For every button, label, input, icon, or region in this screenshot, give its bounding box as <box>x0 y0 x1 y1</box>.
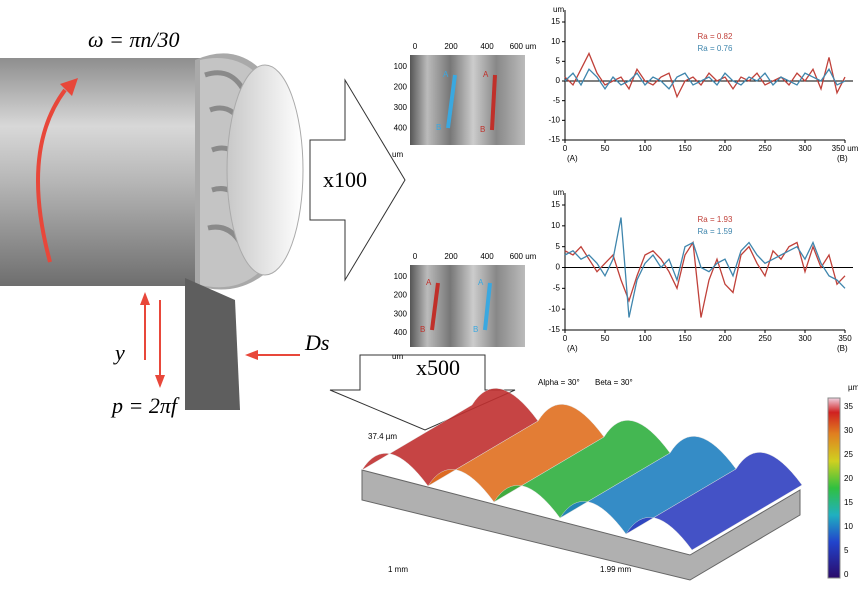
micrograph-y-label: 300 <box>394 103 408 112</box>
y-tick-label: 10 <box>551 221 560 230</box>
ra-annotation: Ra = 0.76 <box>698 44 733 53</box>
micrograph <box>410 55 525 145</box>
x-tick-label: 300 <box>798 334 812 343</box>
width2-label: 1.99 mm <box>600 565 631 574</box>
x-tick-label: 250 <box>758 144 772 153</box>
y-unit: um <box>553 5 564 14</box>
x-tick-label: 300 <box>798 144 812 153</box>
micrograph-x-label: 600 um <box>510 42 537 51</box>
omega-label: ω = πn/30 <box>88 27 180 52</box>
y-tick-label: 5 <box>556 242 561 251</box>
y-tick-label: -10 <box>548 115 560 124</box>
micrograph-unit: um <box>392 352 403 361</box>
y-tick-label: 0 <box>556 76 561 85</box>
x100-label: x100 <box>323 167 367 192</box>
figure: ω = πn/30 y p = 2πf Ds x100 x500 0200400… <box>0 0 858 593</box>
x-tick-label: 100 <box>638 334 652 343</box>
micrograph-x-label: 0 <box>413 42 418 51</box>
colorbar <box>828 398 840 578</box>
colorbar-tick: 15 <box>844 498 853 507</box>
colorbar-tick: 5 <box>844 546 849 555</box>
micrograph-unit: um <box>392 150 403 159</box>
x-tick-label: 350 <box>838 334 852 343</box>
line-bottom-label: B <box>480 125 485 134</box>
micrograph-y-label: 100 <box>394 62 408 71</box>
colorbar-unit: µm <box>848 383 858 392</box>
x-tick-label: 150 <box>678 334 692 343</box>
x-tick-label: 200 <box>718 334 732 343</box>
micrograph-y-label: 300 <box>394 309 408 318</box>
y-label: y <box>113 340 125 365</box>
micrograph-y-label: 200 <box>394 83 408 92</box>
y-tick-label: 5 <box>556 56 561 65</box>
colorbar-tick: 10 <box>844 522 853 531</box>
ra-annotation: Ra = 0.82 <box>698 32 733 41</box>
y-tick-label: 10 <box>551 37 560 46</box>
colorbar-tick: 25 <box>844 450 853 459</box>
line-bottom-label: B <box>436 123 441 132</box>
ds-label: Ds <box>304 330 329 355</box>
micrograph-y-label: 400 <box>394 328 408 337</box>
x500-label: x500 <box>416 355 460 380</box>
line-bottom-label: B <box>420 325 425 334</box>
line-top-label: A <box>478 278 484 287</box>
x-tick-label: 0 <box>563 144 568 153</box>
micrograph-y-label: 400 <box>394 123 408 132</box>
ra-annotation: Ra = 1.93 <box>698 215 733 224</box>
colorbar-tick: 0 <box>844 570 849 579</box>
x-tick-label: 100 <box>638 144 652 153</box>
colorbar-tick: 35 <box>844 402 853 411</box>
end-label: (B) <box>837 344 848 353</box>
micrograph-x-label: 200 <box>444 252 458 261</box>
end-label: (B) <box>837 154 848 163</box>
colorbar-tick: 20 <box>844 474 853 483</box>
height-label: 37.4 µm <box>368 432 397 441</box>
y-tick-label: 15 <box>551 17 560 26</box>
y-unit: um <box>553 188 564 197</box>
line-bottom-label: B <box>473 325 478 334</box>
y-tick-label: -5 <box>553 96 561 105</box>
line-top-label: A <box>483 70 489 79</box>
y-tick-label: -10 <box>548 304 560 313</box>
x-tick-label: 50 <box>601 334 610 343</box>
x-tick-label: 200 <box>718 144 732 153</box>
ra-annotation: Ra = 1.59 <box>698 227 733 236</box>
micrograph-x-label: 400 <box>480 42 494 51</box>
y-tick-label: 0 <box>556 263 561 272</box>
profile-line <box>565 243 845 318</box>
micrograph-x-label: 400 <box>480 252 494 261</box>
micrograph-y-label: 200 <box>394 291 408 300</box>
y-tick-label: 15 <box>551 200 560 209</box>
p-label: p = 2πf <box>110 393 180 418</box>
beta-label: Beta = 30° <box>595 378 633 387</box>
line-top-label: A <box>426 278 432 287</box>
x-tick-label: 0 <box>563 334 568 343</box>
micrograph-x-label: 600 um <box>510 252 537 261</box>
start-label: (A) <box>567 344 578 353</box>
x-tick-label: 150 <box>678 144 692 153</box>
y-tick-label: -15 <box>548 325 560 334</box>
x-tick-label: 350 um <box>832 144 858 153</box>
micrograph-x-label: 200 <box>444 42 458 51</box>
x-tick-label: 50 <box>601 144 610 153</box>
start-label: (A) <box>567 154 578 163</box>
micrograph-y-label: 100 <box>394 272 408 281</box>
width1-label: 1 mm <box>388 565 408 574</box>
colorbar-tick: 30 <box>844 426 853 435</box>
micrograph-x-label: 0 <box>413 252 418 261</box>
y-tick-label: -5 <box>553 283 561 292</box>
line-top-label: A <box>443 70 449 79</box>
x-tick-label: 250 <box>758 334 772 343</box>
alpha-label: Alpha = 30° <box>538 378 580 387</box>
y-tick-label: -15 <box>548 135 560 144</box>
